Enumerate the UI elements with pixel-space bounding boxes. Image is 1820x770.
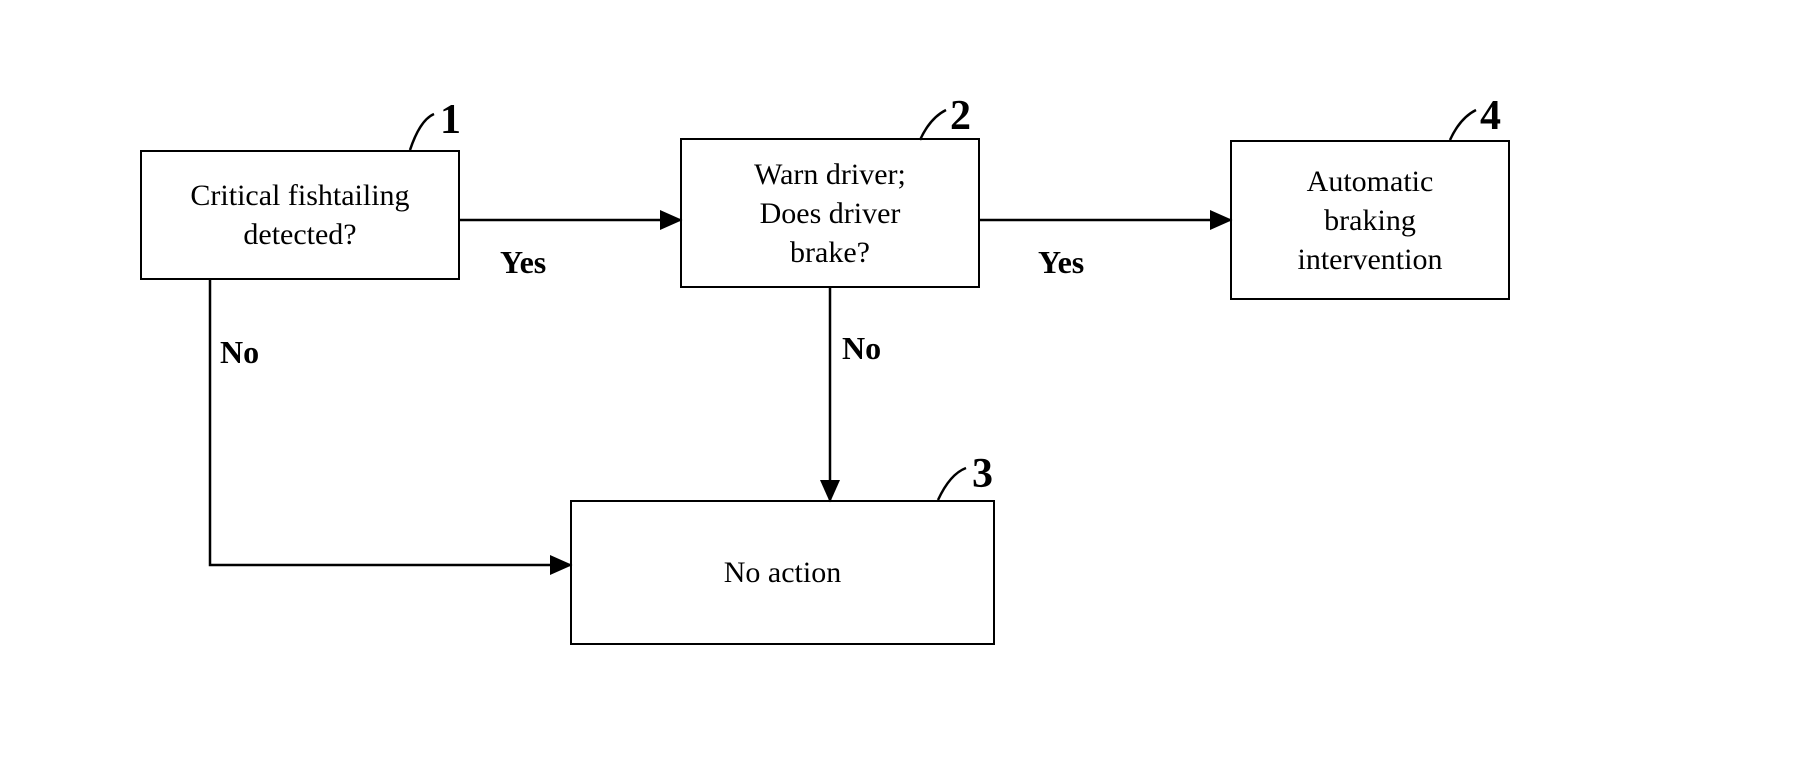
node-text: No action xyxy=(724,553,841,592)
node-id-4: 4 xyxy=(1480,92,1501,140)
node-no-action: No action xyxy=(570,500,995,645)
edge-label-no-2: No xyxy=(842,330,881,367)
node-id-3: 3 xyxy=(972,450,993,498)
node-id-2: 2 xyxy=(950,92,971,140)
edge-label-yes-2: Yes xyxy=(1038,244,1084,281)
edge-label-yes-1: Yes xyxy=(500,244,546,281)
node-text: Critical fishtailing detected? xyxy=(150,176,450,254)
edge-label-no-1: No xyxy=(220,334,259,371)
callout-2 xyxy=(920,110,946,140)
node-fishtailing-detected: Critical fishtailing detected? xyxy=(140,150,460,280)
callout-3 xyxy=(938,468,966,500)
arrow-layer xyxy=(0,0,1820,770)
callout-4 xyxy=(1450,110,1476,140)
node-warn-driver: Warn driver; Does driver brake? xyxy=(680,138,980,288)
callout-1 xyxy=(410,114,434,150)
node-text: Warn driver; Does driver brake? xyxy=(754,155,906,272)
node-id-1: 1 xyxy=(440,96,461,144)
node-text: Automatic braking intervention xyxy=(1298,162,1443,279)
node-auto-braking: Automatic braking intervention xyxy=(1230,140,1510,300)
edge-1-to-3 xyxy=(210,280,570,565)
